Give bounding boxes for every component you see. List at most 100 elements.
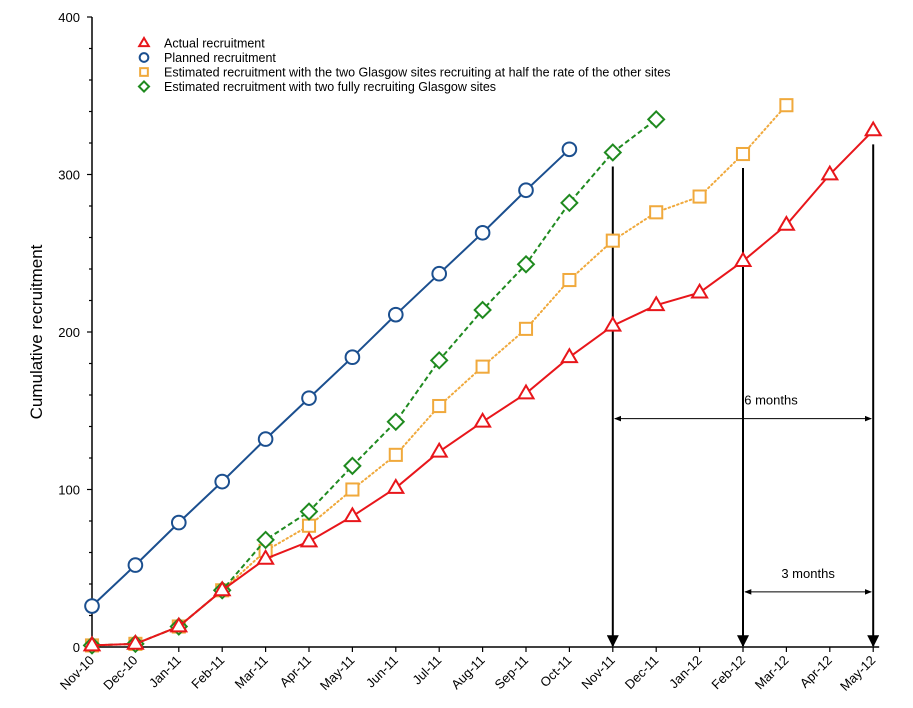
- x-tick-label: Nov-11: [578, 653, 618, 693]
- data-point: [863, 120, 883, 137]
- data-point: [603, 143, 623, 162]
- data-point: [212, 580, 232, 597]
- series-line: [91, 148, 571, 607]
- series-line: [91, 104, 788, 647]
- data-point: [432, 398, 447, 414]
- span-label: 3 months: [781, 566, 835, 581]
- legend-marker: [138, 52, 150, 63]
- data-point: [690, 282, 709, 299]
- data-point: [777, 215, 796, 231]
- data-point: [299, 531, 319, 548]
- x-tick-label: Sep-11: [492, 653, 532, 693]
- data-point: [518, 182, 534, 199]
- legend-entry: Planned recruitment: [164, 51, 276, 65]
- y-tick-label: 300: [58, 168, 80, 183]
- data-point: [345, 482, 360, 497]
- data-point: [386, 478, 406, 494]
- data-point: [387, 306, 404, 323]
- x-tick-label: Jan-12: [666, 653, 705, 692]
- data-point: [820, 164, 840, 181]
- series-diamond: [82, 110, 666, 655]
- x-tick-label: May-11: [317, 653, 358, 694]
- data-point: [560, 347, 579, 364]
- data-point: [301, 390, 317, 406]
- data-point: [170, 514, 187, 531]
- data-point: [561, 141, 578, 158]
- legend-entry: Estimated recruitment with two fully rec…: [164, 80, 496, 94]
- data-point: [733, 251, 753, 268]
- x-tick-label: Nov-10: [57, 653, 97, 693]
- series-layer: [82, 98, 883, 655]
- data-point: [473, 411, 492, 428]
- data-point: [84, 598, 100, 614]
- x-tick-label: Oct-11: [537, 653, 575, 691]
- series-line: [91, 129, 874, 647]
- data-point: [518, 321, 534, 336]
- data-point: [343, 506, 362, 523]
- data-point: [386, 412, 406, 432]
- y-tick-label: 200: [58, 325, 80, 340]
- data-point: [169, 616, 189, 633]
- data-point: [649, 205, 664, 220]
- data-point: [475, 359, 490, 374]
- data-point: [257, 431, 274, 447]
- x-tick-label: Jul-11: [409, 653, 444, 688]
- data-point: [779, 98, 794, 113]
- data-point: [343, 456, 362, 476]
- data-point: [299, 502, 319, 521]
- y-tick-label: 100: [58, 483, 80, 498]
- y-tick-label: 400: [58, 10, 80, 25]
- x-tick-label: Feb-11: [188, 653, 227, 692]
- legend-entry: Estimated recruitment with the two Glasg…: [164, 66, 670, 80]
- x-tick-label: Aug-11: [448, 653, 488, 693]
- data-point: [429, 351, 449, 370]
- data-point: [692, 189, 707, 204]
- x-tick-label: Jan-11: [146, 653, 184, 691]
- y-tick-label: 0: [73, 640, 80, 655]
- span-label: 6 months: [744, 393, 798, 408]
- data-point: [214, 473, 231, 490]
- x-tick-label: Mar-11: [232, 653, 271, 692]
- data-point: [735, 146, 751, 162]
- data-point: [82, 635, 102, 652]
- series-circle: [84, 141, 578, 614]
- series-square: [84, 98, 794, 653]
- x-tick-label: Mar-12: [752, 653, 792, 693]
- data-point: [127, 557, 144, 573]
- legend-marker: [139, 67, 149, 77]
- legend-entry: Actual recruitment: [164, 37, 265, 51]
- series-triangle: [82, 120, 883, 652]
- x-tick-label: Apr-12: [797, 653, 835, 691]
- data-point: [388, 447, 403, 462]
- x-tick-label: Feb-12: [708, 653, 748, 693]
- legend-marker: [137, 35, 151, 48]
- data-point: [562, 272, 577, 288]
- data-point: [431, 265, 448, 282]
- data-point: [256, 530, 275, 550]
- data-point: [126, 633, 145, 650]
- data-point: [473, 300, 492, 320]
- data-point: [646, 295, 666, 312]
- x-tick-label: May-12: [837, 653, 878, 694]
- x-tick-label: Jun-11: [363, 653, 401, 691]
- data-point: [301, 518, 317, 533]
- x-tick-label: Dec-11: [622, 653, 662, 693]
- annotations: 6 months 3 months: [606, 144, 880, 648]
- data-point: [256, 548, 275, 565]
- x-tick-label: Dec-10: [100, 653, 140, 693]
- data-point: [344, 349, 361, 366]
- y-axis-label: Cumulative recruitment: [27, 244, 46, 419]
- data-point: [603, 315, 623, 332]
- data-point: [646, 110, 666, 129]
- data-point: [605, 233, 620, 248]
- data-point: [429, 441, 449, 458]
- legend-marker: [137, 80, 151, 93]
- x-tick-label: Apr-11: [277, 653, 315, 691]
- data-point: [560, 193, 579, 213]
- data-point: [516, 254, 536, 274]
- data-point: [516, 383, 536, 400]
- data-point: [474, 224, 491, 241]
